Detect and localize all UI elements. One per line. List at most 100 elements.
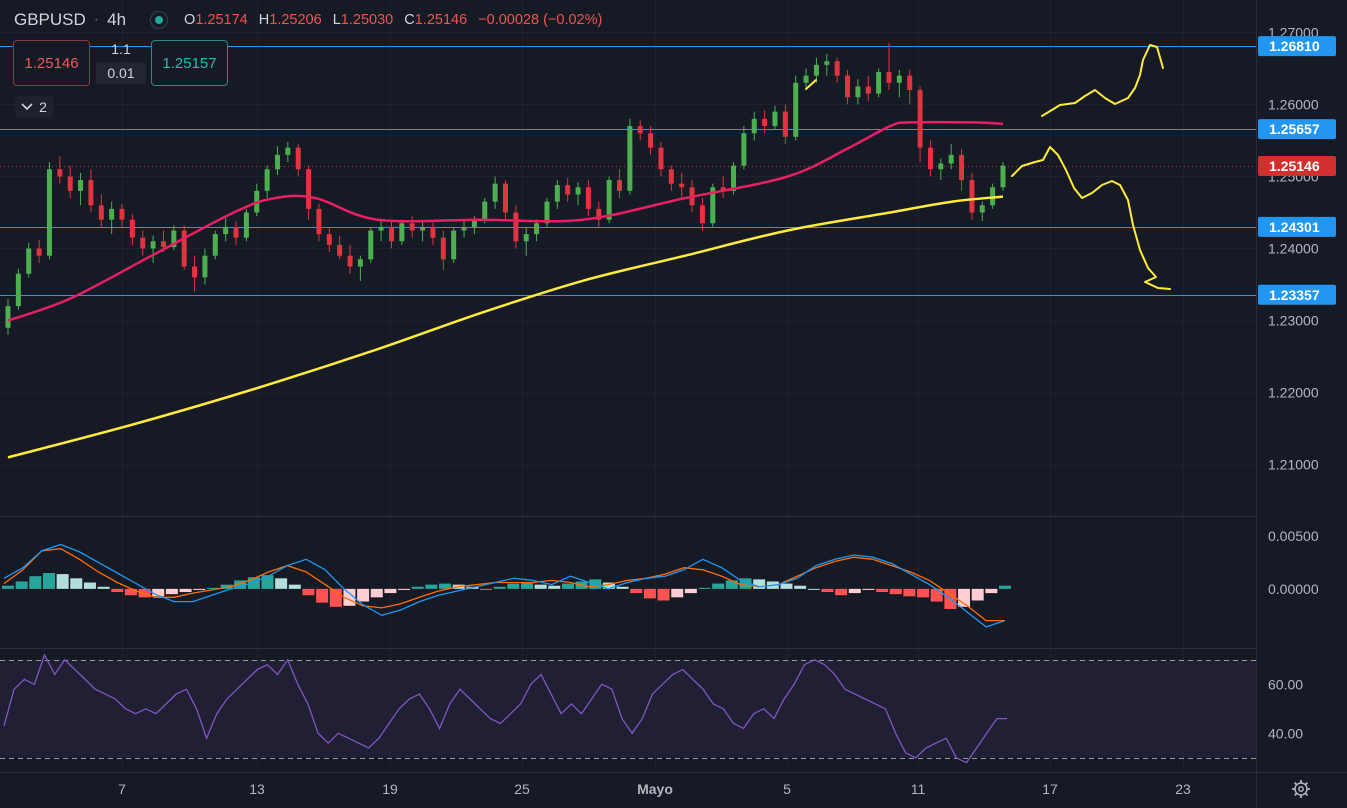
candle[interactable] (534, 219, 540, 242)
candle[interactable] (98, 194, 104, 227)
candle[interactable] (710, 183, 716, 227)
trend-drawings[interactable] (805, 44, 1171, 290)
candle[interactable] (782, 104, 788, 145)
candle[interactable] (1000, 162, 1006, 191)
lot-size-input[interactable]: 0.01 (96, 62, 146, 84)
candle[interactable] (876, 68, 882, 98)
candle[interactable] (119, 203, 125, 227)
candle[interactable] (503, 180, 508, 220)
gear-icon[interactable] (1290, 778, 1312, 800)
candle[interactable] (399, 219, 405, 245)
candle[interactable] (575, 182, 581, 206)
candle[interactable] (243, 208, 249, 242)
candle[interactable] (720, 176, 726, 199)
candle[interactable] (212, 230, 218, 260)
timeframe[interactable]: 4h (107, 10, 127, 29)
candle[interactable] (430, 222, 436, 245)
bearish-scenario-path[interactable] (1011, 146, 1171, 290)
buy-button[interactable]: 1.25157 (151, 40, 228, 86)
candle[interactable] (57, 156, 63, 184)
candle[interactable] (585, 180, 591, 217)
candle[interactable] (109, 201, 115, 235)
candle[interactable] (492, 176, 498, 209)
candle[interactable] (565, 177, 571, 202)
candle[interactable] (668, 165, 674, 191)
level-price-label[interactable]: 1.23357 (1258, 284, 1336, 305)
candle[interactable] (813, 57, 819, 83)
candle[interactable] (834, 57, 840, 83)
candle[interactable] (907, 69, 913, 105)
candle[interactable] (316, 203, 322, 242)
candle[interactable] (420, 221, 426, 242)
candle[interactable] (36, 239, 42, 263)
candle[interactable] (223, 216, 229, 242)
candle[interactable] (596, 201, 602, 227)
candle[interactable] (865, 75, 871, 101)
candle[interactable] (171, 225, 177, 250)
candle[interactable] (357, 255, 363, 281)
candle[interactable] (627, 118, 633, 195)
candle[interactable] (150, 235, 156, 263)
candle[interactable] (26, 242, 32, 278)
candle[interactable] (5, 298, 11, 335)
candlesticks[interactable] (5, 43, 1006, 335)
candle[interactable] (337, 235, 343, 260)
candle[interactable] (513, 205, 519, 249)
candle[interactable] (140, 230, 146, 256)
candle[interactable] (88, 169, 94, 213)
candle[interactable] (886, 43, 892, 91)
candle[interactable] (554, 180, 560, 209)
candle[interactable] (751, 111, 757, 141)
candle[interactable] (762, 110, 768, 134)
time-axis[interactable]: 7 13 19 25 Mayo 5 11 17 23 (118, 781, 1191, 797)
candle[interactable] (388, 219, 394, 249)
last-price-label[interactable]: 1.25146 (1258, 155, 1336, 176)
candle[interactable] (451, 226, 457, 263)
candle[interactable] (658, 141, 664, 177)
candle[interactable] (46, 162, 52, 260)
candle[interactable] (969, 172, 975, 220)
candle[interactable] (264, 165, 270, 199)
bullish-scenario-path[interactable] (1041, 44, 1164, 117)
level-price-label[interactable]: 1.25657 (1258, 119, 1336, 140)
candle[interactable] (274, 146, 280, 176)
candle[interactable] (67, 165, 73, 199)
lot-size-control[interactable]: 1.1 0.01 (96, 38, 146, 86)
candle[interactable] (233, 221, 239, 245)
candle[interactable] (637, 120, 643, 141)
candle[interactable] (803, 68, 809, 91)
candle[interactable] (679, 172, 685, 199)
candle[interactable] (202, 248, 208, 285)
candle[interactable] (295, 144, 301, 177)
candle[interactable] (772, 105, 778, 130)
candle[interactable] (824, 54, 830, 76)
candle[interactable] (368, 226, 374, 263)
candle[interactable] (544, 198, 550, 227)
candle[interactable] (78, 172, 84, 206)
price-axis[interactable]: 1.270001.260001.250001.240001.230001.220… (1257, 0, 1347, 772)
candle[interactable] (845, 69, 851, 105)
candle[interactable] (948, 144, 954, 170)
candle[interactable] (523, 226, 529, 256)
candle[interactable] (326, 228, 332, 253)
candle[interactable] (306, 165, 312, 220)
candle[interactable] (440, 230, 446, 271)
candle[interactable] (917, 86, 923, 163)
upper-connector[interactable] (805, 79, 817, 90)
candle[interactable] (192, 255, 198, 292)
candle[interactable] (15, 268, 21, 310)
level-price-label[interactable]: 1.24301 (1258, 216, 1336, 237)
candle[interactable] (927, 140, 933, 177)
candle[interactable] (347, 244, 353, 274)
candle[interactable] (741, 126, 747, 170)
candle[interactable] (129, 213, 135, 245)
candle[interactable] (378, 219, 384, 242)
candle[interactable] (617, 169, 623, 199)
candle[interactable] (855, 79, 861, 105)
level-price-label[interactable]: 1.26810 (1258, 36, 1336, 57)
candle[interactable] (938, 158, 944, 181)
indicators-toggle-button[interactable]: 2 (15, 96, 53, 118)
candle[interactable] (896, 69, 902, 98)
candle[interactable] (648, 126, 654, 155)
